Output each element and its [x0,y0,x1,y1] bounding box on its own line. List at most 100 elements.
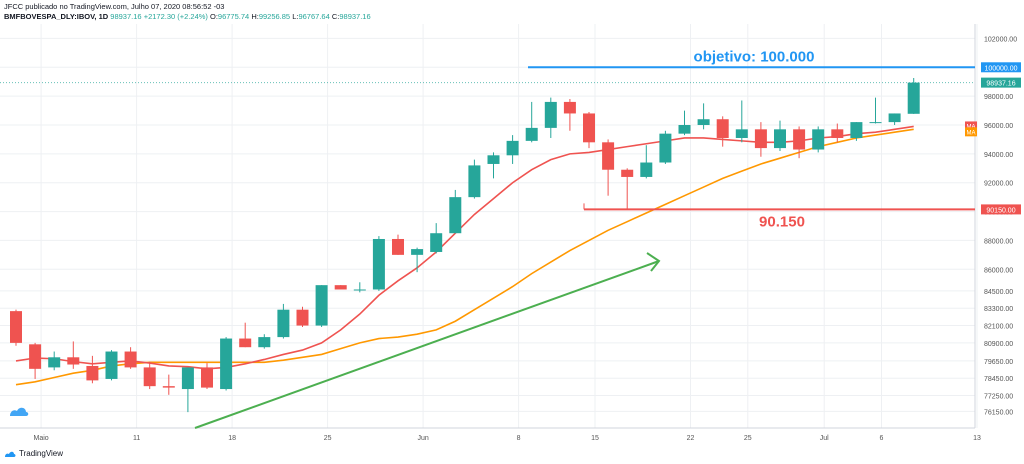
x-tick-label: 6 [880,435,884,442]
y-tick-label: 82100.00 [984,324,1013,331]
ma-slow-line [15,128,914,386]
candle-body [353,289,366,291]
ma-slow-tag: MA [967,130,976,136]
candle-body [411,249,424,255]
candle-body [888,113,901,123]
candle-body [850,122,863,138]
candle-body [812,129,825,150]
ohlc-high-value: 99256.85 [258,12,291,21]
candle-body [449,197,462,234]
y-tick-label: 86000.00 [984,267,1013,274]
y-tick-label: 83300.00 [984,306,1013,313]
y-tick-label: 88000.00 [984,238,1013,245]
x-tick-label: Jul [820,435,829,442]
candle-body [29,344,42,369]
candle-body [659,133,672,163]
x-tick-label: Jun [417,435,428,442]
candle-body [716,119,729,138]
candle-body [831,129,844,138]
trend-arrow-line [194,260,660,429]
price-axis-pane [977,24,1024,448]
candle-body [296,309,309,326]
ma-fast-tag-bg [965,121,977,131]
candle-body [506,140,519,156]
y-tick-label: 77250.00 [984,394,1013,401]
candle-body [10,311,22,343]
last-price-tag: 98937.16 [986,81,1015,88]
ohlc-high-key: H: [251,12,259,21]
x-tick-label: 22 [687,435,695,442]
candle-body [86,365,99,381]
ohlc-open-key: O: [210,12,218,21]
candle-body [793,129,806,150]
candle-body [583,113,595,143]
support-price-tag-bg [981,204,1021,215]
support-price-tag: 90150.00 [986,207,1015,214]
candle-body [907,82,920,114]
candle-body [105,351,118,379]
candle-body [640,162,653,177]
candle-body [162,386,175,388]
candle-body [67,357,80,365]
ohlc-close-key: C: [331,12,340,21]
y-tick-label: 84500.00 [984,289,1013,296]
trend-arrow-head [646,252,661,272]
ma-slow-tag-bg [965,127,977,137]
candle-body [468,165,481,198]
candle-body [678,125,691,134]
last-price: 98937.16 [110,12,142,21]
publisher-line: JFCC publicado no TradingView.com, Julho… [4,2,225,11]
candle-body [774,129,786,149]
y-tick-label: 80900.00 [984,341,1013,348]
candle-body [181,367,194,390]
candle-body [430,233,443,252]
y-tick-label: 102000.00 [984,36,1017,43]
y-tick-label: 76150.00 [984,409,1013,416]
candle-body [697,119,710,125]
y-tick-label: 94000.00 [984,152,1013,159]
candle-body [201,367,213,388]
x-tick-label: Maio [34,435,49,442]
candle-body [621,169,634,177]
candle-body [334,285,347,290]
candle-body [143,367,156,387]
symbol-legend: BMFBOVESPA_DLY:IBOV, 1D 98937.16 +2172.3… [4,12,371,21]
candle-body [48,357,61,368]
x-tick-label: 11 [133,435,140,442]
y-tick-label: 79650.00 [984,359,1013,366]
candle-body [869,122,882,124]
footer-brand-text: TradingView [19,449,64,458]
candle-body [544,101,557,128]
tradingview-logo-icon [5,451,16,457]
candle-body [277,309,290,338]
support-label: 90.150 [759,213,805,230]
candle-body [220,338,233,390]
candle-body [372,238,385,290]
y-tick-label: 96000.00 [984,123,1013,130]
symbol-name[interactable]: BMFBOVESPA_DLY:IBOV, 1D [4,12,109,21]
x-tick-label: 25 [324,435,332,442]
candle-body [258,337,271,348]
y-tick-label: 98000.00 [984,94,1013,101]
candle-body [124,351,137,368]
candle-body [392,238,404,255]
target-price-tag-bg [981,62,1021,73]
candle-body [315,285,328,326]
candle-body [525,127,538,141]
y-tick-label: 78450.00 [984,376,1013,383]
target-label: objetivo: 100.000 [694,48,815,65]
ohlc-open-value: 96775.74 [217,12,250,21]
candle-body [735,129,748,138]
candle-body [487,155,500,164]
target-price-tag: 100000.00 [984,65,1017,72]
x-tick-label: 18 [228,435,236,442]
candle-body [602,142,615,170]
price-change: +2172.30 (+2.24%) [143,12,208,21]
candle-body [239,338,252,348]
footer-branding: TradingView [4,449,63,458]
x-tick-label: 8 [517,435,521,442]
x-tick-label: 15 [591,435,599,442]
candle-body [754,129,767,149]
y-tick-label: 92000.00 [984,181,1013,188]
